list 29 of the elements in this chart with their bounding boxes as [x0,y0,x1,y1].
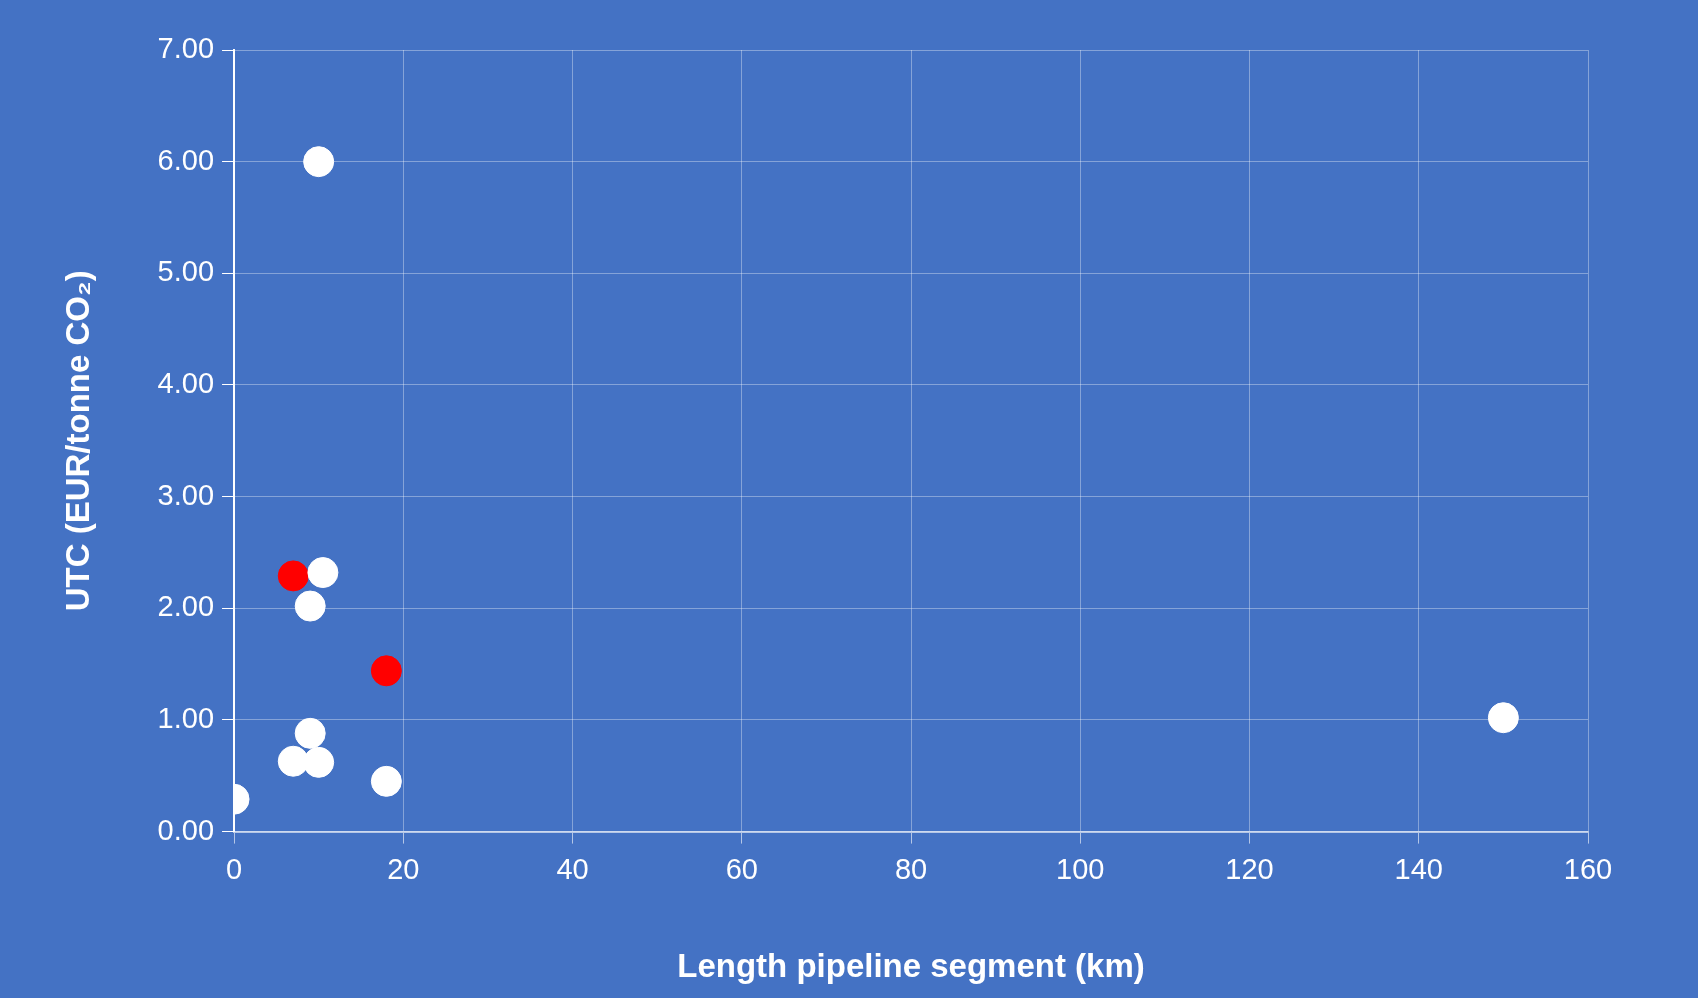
point [303,746,335,778]
point [294,590,326,622]
x-axis-title: Length pipeline segment (km) [677,947,1145,985]
x-tick-label: 0 [225,853,243,885]
point [294,717,326,749]
y-tick-label: 3.00 [157,478,215,511]
y-tick-label: 1.00 [157,701,215,734]
x-tick-label: 20 [387,853,420,885]
y-tick-label: 0.00 [157,813,215,846]
y-tick-label: 5.00 [157,255,215,288]
point [370,765,402,797]
y-tick-label: 6.00 [157,143,215,176]
y-tick-label: 2.00 [157,590,215,623]
point [307,557,339,589]
point [370,655,402,687]
point [277,745,309,777]
y-axis-title: UTC (EUR/tonne CO₂) [58,270,96,612]
x-tick-label: 40 [556,853,589,885]
x-tick-label: 100 [1056,853,1105,885]
point [303,146,335,178]
x-tick-label: 80 [894,853,928,885]
x-tick-label: 160 [1563,853,1613,885]
x-tick-label: 120 [1225,853,1274,885]
x-tick-label: 60 [725,853,758,885]
point [1487,702,1519,734]
point [277,560,309,592]
y-tick-label: 7.00 [157,32,215,64]
y-tick-label: 4.00 [157,366,215,399]
x-tick-label: 140 [1394,853,1443,885]
